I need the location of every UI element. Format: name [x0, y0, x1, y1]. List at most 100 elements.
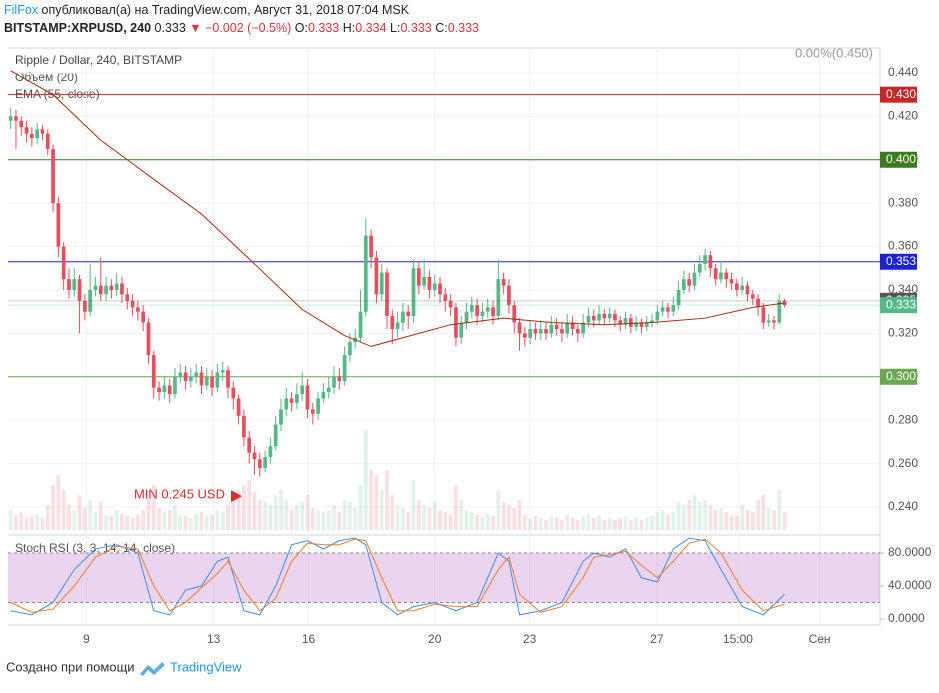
candle-body	[565, 322, 570, 334]
ohlc: O:0.333 H:0.334 L:0.333 C:0.333	[295, 21, 479, 35]
candle-body	[533, 329, 538, 334]
volume-bar	[719, 508, 723, 530]
y-tick-label: 0.280	[888, 412, 918, 426]
candle-body	[231, 387, 236, 399]
candle-body	[782, 300, 787, 306]
volume-bar	[136, 515, 140, 530]
candle-body	[295, 394, 299, 403]
author: FilFox	[4, 3, 39, 17]
candle-body	[507, 285, 511, 306]
candle-body	[766, 320, 771, 323]
volume-bar	[130, 518, 135, 530]
y-tick-label: 0.360	[888, 239, 918, 253]
volume-bar	[443, 512, 448, 530]
footer-text: Создано при помощи	[6, 659, 135, 674]
volume-bar	[660, 510, 665, 530]
volume-title: Объём (20)	[15, 70, 78, 84]
volume-bar	[45, 505, 50, 530]
candle-body	[448, 300, 453, 308]
candle-body	[485, 307, 490, 312]
candle-body	[136, 307, 140, 312]
candle-body	[24, 127, 29, 134]
volume-bar	[448, 515, 453, 530]
volume-bar	[549, 516, 554, 530]
stoch-line	[10, 538, 785, 613]
candle-body	[491, 307, 495, 317]
y-tick-label: 0.260	[888, 456, 918, 470]
volume-bar	[167, 510, 172, 530]
volume-bar	[385, 470, 389, 530]
volume-bar	[544, 520, 548, 530]
candle-body	[141, 311, 146, 323]
volume-bar	[247, 480, 252, 530]
candle-body	[194, 372, 199, 377]
volume-bar	[491, 516, 495, 530]
volume-bar	[528, 518, 532, 530]
y-tick-label: 40.0000	[888, 578, 932, 592]
volume-bar	[77, 495, 82, 530]
ohlc-key: O:	[295, 21, 308, 35]
candle-body	[756, 298, 760, 308]
volume-bar	[406, 512, 411, 530]
candle-body	[220, 370, 225, 373]
candle-body	[406, 311, 411, 317]
volume-bar	[61, 490, 66, 530]
candle-body	[432, 283, 437, 290]
volume-bar	[379, 490, 384, 530]
volume-bar	[687, 500, 692, 530]
candle-body	[45, 133, 50, 149]
y-tick-label: 0.0000	[888, 611, 925, 625]
volume-bar	[756, 500, 760, 530]
price-tag	[880, 253, 917, 270]
candle-body	[226, 370, 230, 388]
volume-bar	[125, 516, 130, 530]
candle-body	[284, 398, 289, 410]
volume-bar	[438, 510, 442, 530]
candle-body	[130, 300, 135, 308]
candle-body	[735, 283, 739, 290]
candle-body	[676, 289, 681, 306]
volume-bar	[697, 502, 702, 530]
volume-bar	[629, 520, 633, 530]
x-tick-label: 9	[83, 632, 90, 646]
candle-body	[162, 385, 167, 392]
candle-body	[14, 116, 18, 121]
candle-body	[586, 316, 591, 323]
candle-body	[618, 320, 623, 325]
candle-body	[215, 372, 220, 388]
volume-bar	[591, 518, 596, 530]
volume-bar	[485, 514, 490, 530]
candle-body	[411, 268, 416, 317]
candle-body	[29, 133, 34, 139]
volume-bar	[369, 470, 373, 530]
candle-body	[56, 203, 61, 247]
candle-body	[114, 283, 119, 290]
candle-body	[655, 311, 660, 321]
candle-body	[173, 376, 177, 395]
candle-body	[496, 279, 501, 317]
candle-body	[549, 324, 554, 334]
candle-body	[120, 283, 124, 295]
volume-bar	[761, 495, 766, 530]
ohlc-key: L:	[390, 21, 400, 35]
y-tick-label: 0.380	[888, 195, 918, 209]
candle-body	[660, 307, 665, 312]
volume-bar	[745, 510, 750, 530]
volume-bar	[14, 515, 18, 530]
volume-bar	[692, 495, 697, 530]
volume-bar	[183, 516, 188, 530]
volume-bar	[342, 500, 347, 530]
volume-bar	[507, 505, 511, 530]
candle-body	[279, 409, 283, 425]
volume-bar	[316, 510, 320, 530]
candle-body	[242, 415, 246, 438]
candle-body	[305, 385, 310, 410]
candle-body	[183, 372, 188, 382]
volume-bar	[740, 505, 745, 530]
volume-bar	[257, 500, 262, 530]
volume-bar	[268, 505, 273, 530]
corner-text: 0.00%(0.450)	[795, 45, 873, 60]
candle-body	[639, 322, 644, 327]
candle-body	[560, 329, 564, 334]
